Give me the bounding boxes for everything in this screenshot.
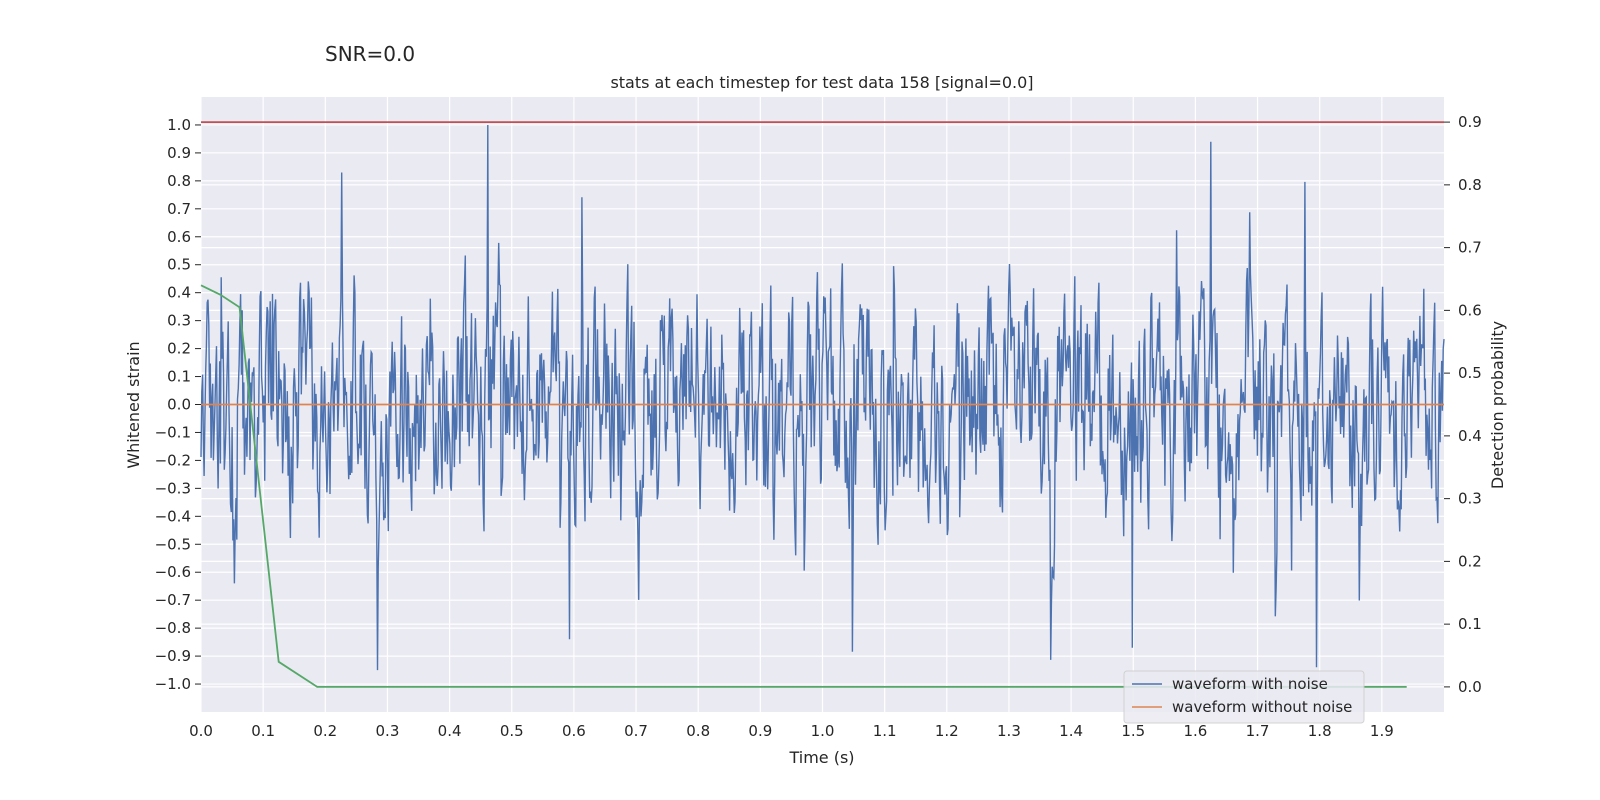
x-tick-label: 0.7 [624, 722, 648, 740]
y-tick-label: −0.3 [155, 479, 191, 497]
y-tick-label: 0.2 [167, 340, 191, 358]
x-tick-label: 0.5 [500, 722, 524, 740]
series-waveform-with-noise [200, 124, 1445, 671]
legend-label-clean: waveform without noise [1172, 698, 1352, 716]
x-tick-label: 1.9 [1370, 722, 1394, 740]
figure-suptitle: SNR=0.0 [325, 42, 415, 66]
x-tick-label: 0.0 [189, 722, 213, 740]
y-tick-label: −0.1 [155, 423, 191, 441]
x-tick-label: 1.6 [1183, 722, 1207, 740]
y-ticks: 1.0 0.9 0.8 0.7 0.6 0.5 0.4 0.3 0.2 0.1 0.0 −0.1 −0.… [155, 116, 201, 693]
y-tick-label: −0.7 [155, 591, 191, 609]
x-tick-label: 0.4 [438, 722, 462, 740]
y-tick-label: 0.3 [167, 312, 191, 330]
y2-tick-label: 0.0 [1458, 678, 1482, 696]
y-tick-label: 0.7 [167, 200, 191, 218]
x-tick-label: 1.4 [1059, 722, 1083, 740]
x-tick-label: 1.0 [811, 722, 835, 740]
legend: waveform with noise waveform without noi… [1123, 670, 1365, 724]
y-tick-label: 0.4 [167, 284, 191, 302]
y-tick-label: 1.0 [167, 116, 191, 134]
x-tick-label: 1.8 [1308, 722, 1332, 740]
y-tick-label: −1.0 [155, 675, 191, 693]
y2-tick-label: 0.6 [1458, 301, 1482, 319]
y2-tick-label: 0.5 [1458, 364, 1482, 382]
x-tick-label: 1.3 [997, 722, 1021, 740]
y-tick-label: 0.6 [167, 228, 191, 246]
chart-title: stats at each timestep for test data 158… [610, 73, 1033, 92]
y-tick-label: −0.9 [155, 647, 191, 665]
x-tick-label: 1.2 [935, 722, 959, 740]
noise-waveform-line [200, 124, 1445, 671]
x-tick-label: 0.1 [251, 722, 275, 740]
x-axis-label: Time (s) [788, 748, 854, 767]
y-tick-label: 0.9 [167, 144, 191, 162]
y-tick-label: −0.5 [155, 535, 191, 553]
legend-label-noise: waveform with noise [1172, 675, 1328, 693]
y-tick-label: −0.4 [155, 507, 191, 525]
y2-tick-label: 0.7 [1458, 239, 1482, 257]
y-tick-label: −0.6 [155, 563, 191, 581]
x-tick-label: 1.5 [1121, 722, 1145, 740]
y-tick-label: 0.8 [167, 172, 191, 190]
legend-box [1123, 670, 1365, 724]
y2-tick-label: 0.8 [1458, 176, 1482, 194]
x-tick-label: 1.7 [1246, 722, 1270, 740]
x-tick-label: 0.8 [686, 722, 710, 740]
y2-tick-label: 0.9 [1458, 113, 1482, 131]
x-tick-label: 1.1 [873, 722, 897, 740]
y-tick-label: 0.5 [167, 256, 191, 274]
y2-tick-label: 0.3 [1458, 490, 1482, 508]
x-ticks: 0.0 0.1 0.2 0.3 0.4 0.5 0.6 0.7 0.8 0.9 1.0 1.1 1.2 1… [189, 722, 1394, 740]
y2-ticks: 0.9 0.8 0.7 0.6 0.5 0.4 0.3 0.2 0.1 0.0 [1444, 113, 1482, 696]
series-detection-probability [200, 284, 1407, 688]
detection-probability-line [200, 284, 1407, 688]
x-tick-label: 0.3 [376, 722, 400, 740]
y-tick-label: 0.1 [167, 368, 191, 386]
x-tick-label: 0.6 [562, 722, 586, 740]
x-tick-label: 0.2 [313, 722, 337, 740]
y-tick-label: −0.8 [155, 619, 191, 637]
y2-axis-label: Detection probability [1488, 321, 1507, 489]
y-tick-label: −0.2 [155, 451, 191, 469]
y2-tick-label: 0.1 [1458, 615, 1482, 633]
x-tick-label: 0.9 [748, 722, 772, 740]
y2-tick-label: 0.2 [1458, 552, 1482, 570]
y-axis-label: Whitened strain [124, 341, 143, 468]
y-tick-label: 0.0 [167, 396, 191, 414]
y2-tick-label: 0.4 [1458, 427, 1482, 445]
